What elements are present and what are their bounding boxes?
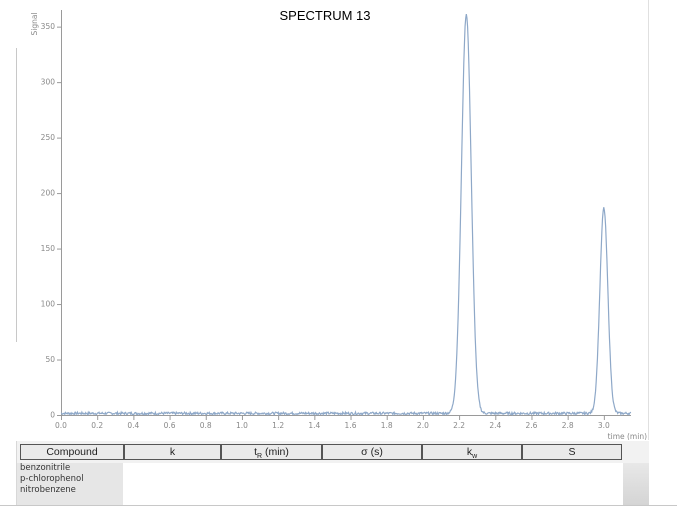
header-kw[interactable]: kw <box>422 444 522 460</box>
x-tick-label: 2.2 <box>453 421 465 430</box>
y-tick-label: 200 <box>41 189 56 198</box>
y-tick-label: 300 <box>41 78 56 87</box>
x-tick-label: 1.4 <box>308 421 320 430</box>
chart-title: SPECTRUM 13 <box>279 8 370 23</box>
y-tick-label: 0 <box>50 411 55 420</box>
header-k[interactable]: k <box>124 444 221 460</box>
x-tick-label: 1.2 <box>272 421 284 430</box>
y-tick-label: 250 <box>41 133 56 142</box>
x-tick-label: 1.6 <box>345 421 357 430</box>
header-s[interactable]: S <box>522 444 622 460</box>
x-tick-label: 0.6 <box>164 421 176 430</box>
results-table: Compound k tR (min) σ (s) kw S benzonitr… <box>16 441 649 506</box>
x-tick-label: 3.0 <box>598 421 610 430</box>
x-tick-label: 2.4 <box>489 421 501 430</box>
y-axis-label: Signal <box>30 12 39 35</box>
x-tick-label: 1.8 <box>381 421 393 430</box>
table-row: benzonitrile <box>20 463 71 473</box>
table-row: nitrobenzene <box>20 485 76 495</box>
x-ticks: 0.0 0.2 0.4 0.6 0.8 1.0 1.2 1.4 1.6 1.8 2.0 2.2 2.4 2… <box>55 415 610 430</box>
x-tick-label: 0.8 <box>200 421 212 430</box>
table-scrollbar[interactable] <box>623 463 649 506</box>
y-tick-label: 150 <box>41 244 56 253</box>
y-tick-label: 100 <box>41 300 56 309</box>
table-body: benzonitrile p-chlorophenol nitrobenzene <box>17 463 649 506</box>
y-tick-label: 50 <box>45 355 55 364</box>
y-tick-label: 350 <box>41 22 56 31</box>
signal-line <box>60 13 632 417</box>
x-tick-label: 0.0 <box>55 421 67 430</box>
spectrum-chart: SPECTRUM 13 Signal time (min) 0 50 100 150 2… <box>16 0 649 440</box>
x-tick-label: 2.0 <box>417 421 429 430</box>
x-tick-label: 0.4 <box>127 421 139 430</box>
x-tick-label: 1.0 <box>236 421 248 430</box>
table-row: p-chlorophenol <box>20 474 84 484</box>
header-sigma[interactable]: σ (s) <box>322 444 422 460</box>
header-compound[interactable]: Compound <box>20 444 124 460</box>
x-tick-label: 2.6 <box>526 421 538 430</box>
x-tick-label: 0.2 <box>91 421 103 430</box>
x-tick-label: 2.8 <box>562 421 574 430</box>
x-axis-label: time (min) <box>608 432 647 440</box>
y-ticks: 0 50 100 150 200 250 300 350 <box>41 22 61 420</box>
compound-column: benzonitrile p-chlorophenol nitrobenzene <box>17 463 123 506</box>
header-retention-time[interactable]: tR (min) <box>221 444 322 460</box>
values-area <box>123 463 623 506</box>
